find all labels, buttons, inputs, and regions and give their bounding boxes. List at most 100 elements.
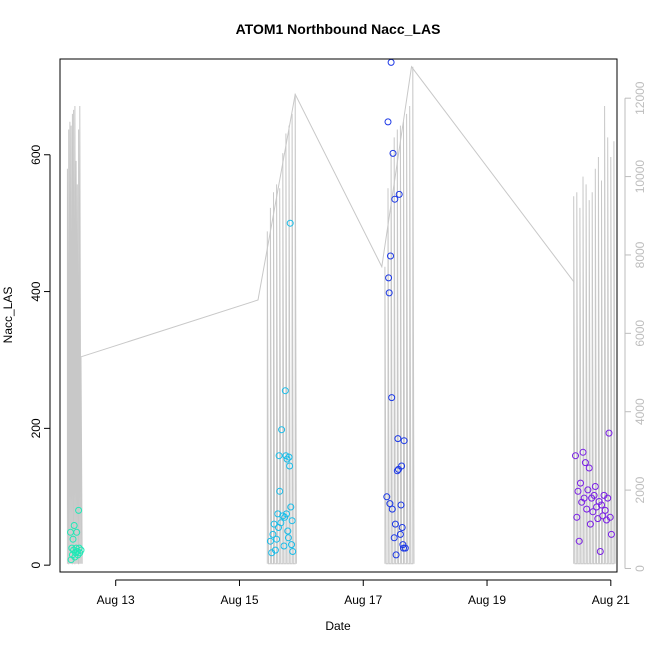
data-point-s3-12 — [586, 520, 594, 528]
chart-title: ATOM1 Northbound Nacc_LAS — [236, 21, 441, 37]
right-tick-label-0: 0 — [633, 565, 647, 572]
data-point-s3-3 — [575, 537, 583, 545]
data-point-s3-9 — [583, 505, 591, 513]
data-point-s2-5 — [387, 252, 394, 260]
x-axis-label: Date — [325, 619, 351, 633]
data-point-s2-10 — [390, 534, 398, 542]
data-point-s0-13 — [75, 506, 83, 514]
right-tick-label-8000: 8000 — [633, 241, 647, 268]
data-point-s2-18 — [396, 530, 404, 538]
data-point-s3-19 — [595, 498, 603, 505]
data-point-s1-23 — [286, 219, 294, 227]
data-point-s3-2 — [574, 487, 582, 495]
data-point-s1-2 — [269, 530, 277, 538]
data-point-s2-8 — [388, 505, 396, 513]
right-series-burst-2 — [384, 66, 415, 565]
data-point-s3-1 — [573, 513, 581, 521]
data-point-s3-21 — [598, 501, 605, 509]
data-point-s2-11 — [391, 195, 399, 203]
data-point-s3-11 — [585, 464, 593, 472]
right-tick-label-4000: 4000 — [633, 398, 647, 425]
data-point-s0-6 — [70, 522, 78, 529]
data-point-s1-9 — [276, 487, 284, 495]
right-tick-label-10000: 10000 — [633, 160, 647, 194]
data-point-s1-11 — [278, 426, 286, 434]
x-tick-label-0: Aug 13 — [97, 593, 135, 607]
data-point-s2-7 — [388, 394, 396, 402]
data-point-s0-10 — [73, 528, 81, 536]
data-point-s1-14 — [281, 513, 289, 521]
data-point-s2-25 — [401, 544, 409, 552]
data-point-s0-4 — [69, 535, 77, 543]
data-point-s2-2 — [385, 274, 393, 282]
data-point-s3-16 — [591, 483, 599, 490]
right-series-burst-0 — [66, 105, 83, 565]
data-point-s3-28 — [606, 513, 614, 521]
data-point-s3-29 — [607, 530, 615, 538]
data-point-s1-5 — [273, 535, 281, 543]
data-point-s3-26 — [604, 494, 612, 502]
data-point-s2-12 — [391, 520, 399, 528]
data-point-s2-0 — [383, 493, 391, 501]
data-point-s3-6 — [579, 448, 587, 456]
data-point-s2-14 — [393, 467, 401, 475]
x-tick-label-4: Aug 21 — [592, 593, 630, 607]
data-point-s2-19 — [397, 501, 405, 509]
data-point-s1-15 — [281, 387, 289, 395]
data-point-s0-2 — [68, 544, 76, 552]
y-axis-label: Nacc_LAS — [1, 287, 15, 344]
data-point-s1-3 — [270, 520, 278, 528]
data-point-s1-21 — [285, 453, 293, 461]
data-point-s1-22 — [286, 462, 294, 470]
data-point-s3-4 — [577, 479, 584, 487]
right-series-burst-3 — [573, 105, 616, 565]
data-point-s1-13 — [280, 542, 288, 550]
data-point-s3-24 — [601, 506, 609, 514]
data-point-s1-10 — [277, 519, 285, 527]
right-tick-label-6000: 6000 — [633, 320, 647, 347]
data-point-s1-17 — [283, 510, 290, 518]
data-point-s2-15 — [394, 435, 402, 443]
data-points — [67, 58, 615, 564]
data-point-s1-0 — [266, 537, 274, 545]
data-point-s3-20 — [596, 548, 604, 555]
axes: 0200400600020004000600080001000012000Aug… — [29, 81, 647, 607]
data-point-s1-19 — [284, 527, 292, 535]
data-point-s1-8 — [275, 452, 283, 460]
right-axis-series — [66, 65, 616, 565]
right-series-burst-1 — [266, 94, 297, 565]
left-tick-label-600: 600 — [29, 144, 43, 164]
data-point-s0-14 — [75, 544, 83, 552]
data-point-s2-24 — [400, 437, 408, 445]
data-point-s1-25 — [288, 541, 295, 549]
data-point-s2-13 — [392, 551, 400, 559]
data-point-s2-3 — [385, 289, 393, 297]
data-point-s1-18 — [283, 455, 291, 463]
data-point-s2-20 — [398, 462, 406, 470]
right-tick-label-2000: 2000 — [633, 476, 647, 503]
data-point-s3-8 — [581, 459, 589, 467]
data-point-s3-7 — [580, 494, 588, 502]
data-point-s3-27 — [605, 429, 613, 437]
data-point-s0-16 — [77, 546, 85, 554]
data-point-s2-17 — [395, 190, 403, 198]
data-point-s2-21 — [398, 524, 406, 531]
left-tick-label-200: 200 — [29, 418, 43, 438]
data-point-s1-26 — [288, 517, 296, 525]
data-point-s2-22 — [399, 541, 407, 549]
data-point-s3-15 — [590, 491, 598, 499]
x-tick-label-1: Aug 15 — [220, 593, 258, 607]
right-series-trend-line — [80, 65, 575, 358]
data-point-s3-10 — [584, 486, 592, 494]
data-point-s0-12 — [74, 551, 82, 559]
plot-frame — [59, 58, 618, 573]
data-point-s2-9 — [389, 149, 397, 157]
x-tick-label-2: Aug 17 — [344, 593, 382, 607]
data-point-s3-14 — [589, 508, 597, 516]
left-tick-label-400: 400 — [29, 281, 43, 301]
data-point-s3-0 — [572, 452, 579, 460]
right-tick-label-12000: 12000 — [633, 81, 647, 115]
data-point-s1-27 — [289, 548, 297, 555]
data-point-s1-20 — [284, 534, 292, 542]
